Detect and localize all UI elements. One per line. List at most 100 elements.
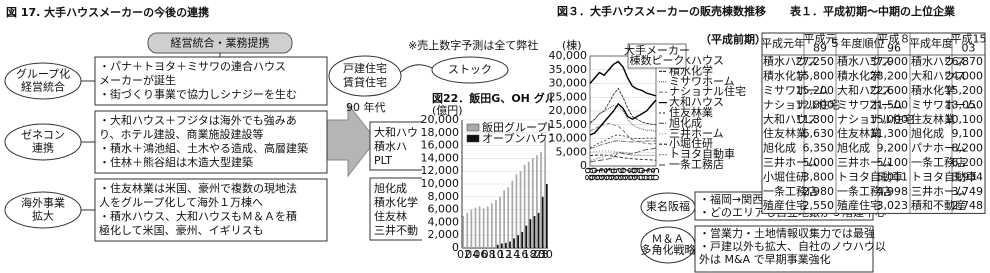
series-line bbox=[589, 150, 656, 157]
series-line bbox=[589, 134, 656, 149]
table-header: 89 bbox=[813, 42, 827, 55]
x-tick-label: 92 bbox=[597, 167, 610, 181]
bar bbox=[521, 232, 524, 248]
table-header: 平成元 bbox=[804, 33, 837, 46]
row-text: ・戸建以外も拡大、自社のノウハウ以 bbox=[699, 239, 886, 253]
table-cell: 3,800 bbox=[803, 170, 835, 183]
y-tick-label: 30,000 bbox=[549, 77, 588, 90]
bar bbox=[509, 241, 511, 248]
header: 経営統合・業務提携 bbox=[171, 36, 270, 50]
table-cell: ミサワホーム bbox=[837, 98, 903, 111]
table-cell: 大和ハウス bbox=[911, 69, 966, 83]
big-arrow bbox=[321, 102, 377, 178]
bar bbox=[478, 206, 481, 248]
bar bbox=[529, 219, 532, 248]
y-tick-label: 2,000 bbox=[428, 228, 460, 241]
legend-label: ナショナル住宅 bbox=[669, 84, 746, 98]
x-tick-label: 01 bbox=[640, 167, 653, 181]
table-cell: 10,100 bbox=[945, 113, 984, 126]
table-cell: 3,023 bbox=[877, 199, 909, 212]
row-text: ・積水ハウス、大和ハウスもＭ＆Ａを積 bbox=[99, 209, 297, 223]
x-tick-label: 00 bbox=[635, 167, 648, 181]
legend-label: 住友林業 bbox=[669, 105, 713, 119]
bar bbox=[505, 242, 507, 248]
table-cell: 三井ホーム bbox=[763, 155, 818, 169]
row-text: 外は M&A で早期事業強化 bbox=[699, 252, 831, 266]
table-cell: 住友林業 bbox=[837, 126, 881, 140]
table-cell: 積水化学 bbox=[763, 69, 807, 83]
table-cell: 12,800 bbox=[796, 98, 835, 111]
row-label: 拡大 bbox=[32, 209, 54, 223]
bar bbox=[513, 238, 515, 248]
table-cell: 27,250 bbox=[796, 55, 835, 68]
table-cell: 11,300 bbox=[870, 127, 909, 140]
legend-label: 小堀住研 bbox=[669, 136, 713, 150]
table-cell: 11,300 bbox=[796, 113, 835, 126]
table-cell: 5,100 bbox=[877, 156, 909, 169]
flow-node-text: ストック bbox=[448, 63, 492, 76]
table-cell: 住友林業 bbox=[763, 126, 807, 140]
table-cell: 小堀住研 bbox=[763, 169, 807, 183]
table-cell: 15,200 bbox=[796, 84, 835, 97]
y-tick-label: 20,000 bbox=[421, 113, 460, 126]
series-line bbox=[589, 60, 657, 97]
table-cell: トヨタ自動車 bbox=[837, 169, 903, 183]
row-text: ・街づくり事業で協力しシナジーを生む bbox=[99, 87, 297, 101]
table-cell: 一条工務店 bbox=[837, 184, 892, 198]
table-cell: 13,050 bbox=[945, 98, 984, 111]
chart-title: 図３．大手ハウスメーカーの販売棟数推移 bbox=[557, 4, 766, 18]
x-tick-label: 93 bbox=[602, 167, 615, 181]
x-tick-label: 10 bbox=[490, 248, 504, 261]
x-tick-label: 20 bbox=[531, 248, 545, 261]
y-tick-label: 10,000 bbox=[421, 177, 460, 190]
y-tick-label: 8,000 bbox=[428, 190, 460, 203]
table-cell: 一条工務店 bbox=[763, 184, 818, 198]
label-oval bbox=[4, 62, 82, 100]
company-name: 住友林 bbox=[374, 209, 407, 223]
row-text: ・大和ハウス＋フジタは海外でも強みあ bbox=[99, 113, 297, 127]
table-header: 平成８ bbox=[878, 33, 911, 46]
y-tick-label: 6,000 bbox=[428, 203, 460, 216]
x-tick-label: 97 bbox=[621, 167, 634, 181]
table-cell: 積水ハウス bbox=[763, 54, 818, 68]
chart-title: 図22．飯田G、OH グループの bbox=[432, 91, 588, 105]
table-cell: 6,350 bbox=[803, 142, 835, 155]
bar bbox=[545, 184, 548, 248]
series-line bbox=[589, 147, 657, 163]
table-cell: 37,900 bbox=[870, 55, 909, 68]
x-tick-label: 12 bbox=[498, 248, 512, 261]
bar bbox=[466, 212, 469, 248]
y-tick-label: 40,000 bbox=[549, 49, 588, 62]
text-box bbox=[694, 225, 874, 273]
bar bbox=[517, 235, 520, 248]
x-tick-label: 08 bbox=[482, 248, 496, 261]
table-cell: 殖産住宅 bbox=[763, 198, 807, 212]
table-cell: パナホーム bbox=[911, 142, 966, 155]
y-tick-label: 14,000 bbox=[421, 151, 460, 164]
row-label: グループ化 bbox=[16, 67, 70, 81]
bar bbox=[462, 216, 465, 248]
y-tick-label: 15,000 bbox=[549, 118, 588, 131]
row-label: ゼネコン bbox=[21, 129, 65, 142]
bar bbox=[519, 171, 522, 248]
bar bbox=[495, 200, 497, 248]
legend-label: オープンハウスグ bbox=[482, 131, 569, 145]
x-tick-label: 95 bbox=[611, 167, 624, 181]
legend-label: 三井ホーム bbox=[669, 126, 724, 140]
y-tick-label: 5,000 bbox=[556, 145, 588, 158]
y-unit: (億円) bbox=[432, 104, 463, 117]
table-cell: 6,200 bbox=[952, 156, 984, 169]
row-label: 連携 bbox=[32, 141, 54, 155]
flow-node-text: 戸建住宅 bbox=[343, 61, 387, 75]
bar bbox=[523, 164, 526, 248]
table-cell: 21,500 bbox=[870, 98, 909, 111]
table-cell: 積和不動産 bbox=[911, 198, 966, 212]
series-line bbox=[589, 151, 657, 161]
x-tick-label: 02 bbox=[644, 167, 657, 181]
y-tick-label: 25,000 bbox=[549, 90, 588, 103]
bar bbox=[531, 158, 534, 248]
x-tick-label: 16 bbox=[514, 248, 528, 261]
annotation: 大手メーカー bbox=[624, 43, 690, 57]
era: 90 年代 bbox=[346, 100, 386, 114]
company-name: PLT bbox=[374, 154, 392, 167]
